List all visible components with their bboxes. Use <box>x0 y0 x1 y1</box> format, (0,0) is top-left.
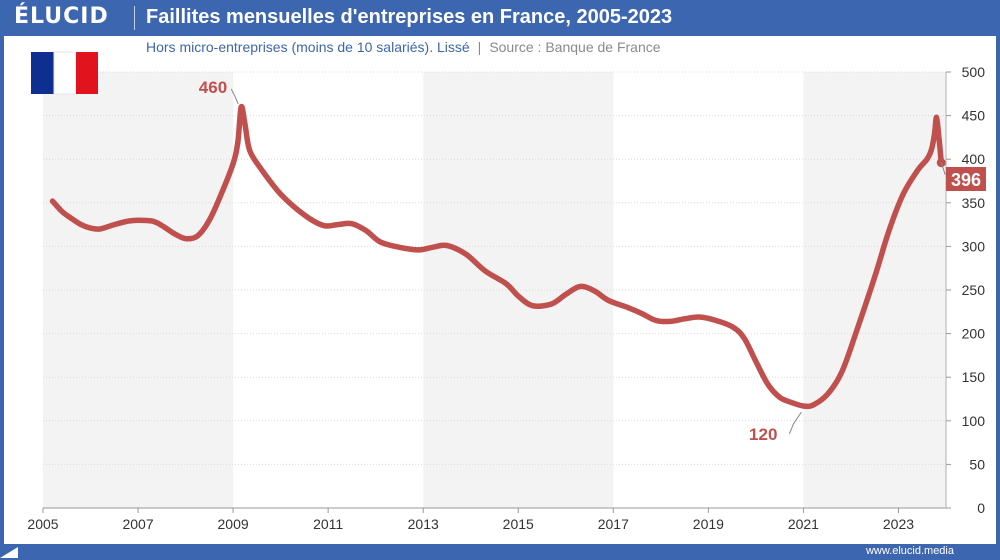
last-value-box <box>946 167 986 191</box>
y-tick-label-350: 350 <box>962 195 986 211</box>
y-tick-label-400: 400 <box>962 151 986 167</box>
header-divider <box>134 6 135 30</box>
x-tick-label-2005: 2005 <box>27 516 58 532</box>
annotation-label-120: 120 <box>749 425 777 444</box>
series-line <box>49 103 944 410</box>
y-tick-label-250: 250 <box>962 282 986 298</box>
y-tick-label-500: 500 <box>962 64 986 80</box>
shaded-band-0 <box>43 72 234 508</box>
y-tick-label-50: 50 <box>969 456 985 472</box>
annotation-label-396: 396 <box>951 170 981 190</box>
x-tick-label-2007: 2007 <box>122 516 153 532</box>
footer-bar: www.elucid.media <box>0 544 1000 560</box>
x-axis: 2005 2007 2009 2011 2013 2015 2017 2019 2021 2023 <box>27 508 914 532</box>
y-tick-label-100: 100 <box>962 413 986 429</box>
elucid-logo-mark-icon <box>0 547 18 558</box>
annotations: 460 120 396 <box>199 78 986 444</box>
y-tick-label-450: 450 <box>962 108 986 124</box>
x-tick-label-2021: 2021 <box>788 516 819 532</box>
chart-subtitle: Hors micro-entreprises (moins de 10 sala… <box>146 39 661 55</box>
y-tick-label-0: 0 <box>977 500 985 516</box>
y-tick-label-150: 150 <box>962 369 986 385</box>
chart-title: Faillites mensuelles d'entreprises en Fr… <box>146 6 673 28</box>
x-tick-label-2009: 2009 <box>218 516 249 532</box>
brand-logo[interactable]: ÉLUCID <box>14 4 109 29</box>
annotation-leader-120 <box>788 411 802 435</box>
x-tick-label-2017: 2017 <box>598 516 629 532</box>
x-tick-label-2011: 2011 <box>313 516 343 532</box>
shaded-bands <box>43 72 946 508</box>
y-tick-label-300: 300 <box>962 238 986 254</box>
y-axis: 0 50 100 150 200 250 300 350 400 450 500 <box>946 64 985 516</box>
gridlines <box>43 71 947 509</box>
chart-svg: 2005 2007 2009 2011 2013 2015 2017 2019 2021 2023… <box>27 39 986 532</box>
x-tick-label-2015: 2015 <box>503 516 534 532</box>
subtitle-text: Hors micro-entreprises (moins de 10 sala… <box>146 39 470 55</box>
annotation-label-460: 460 <box>199 78 227 97</box>
x-tick-label-2013: 2013 <box>408 516 439 532</box>
y-tick-label-200: 200 <box>962 326 986 342</box>
france-flag-icon <box>31 51 98 95</box>
x-tick-label-2023: 2023 <box>883 516 914 532</box>
header-bar: ÉLUCID Faillites mensuelles d'entreprise… <box>0 0 1000 36</box>
annotation-leader-460 <box>230 88 239 105</box>
source-text: Source : Banque de France <box>489 39 660 55</box>
last-value-leader <box>940 162 946 175</box>
x-tick-label-2019: 2019 <box>693 516 724 532</box>
footer-url[interactable]: www.elucid.media <box>865 545 954 557</box>
subtitle-separator: | <box>478 39 482 55</box>
